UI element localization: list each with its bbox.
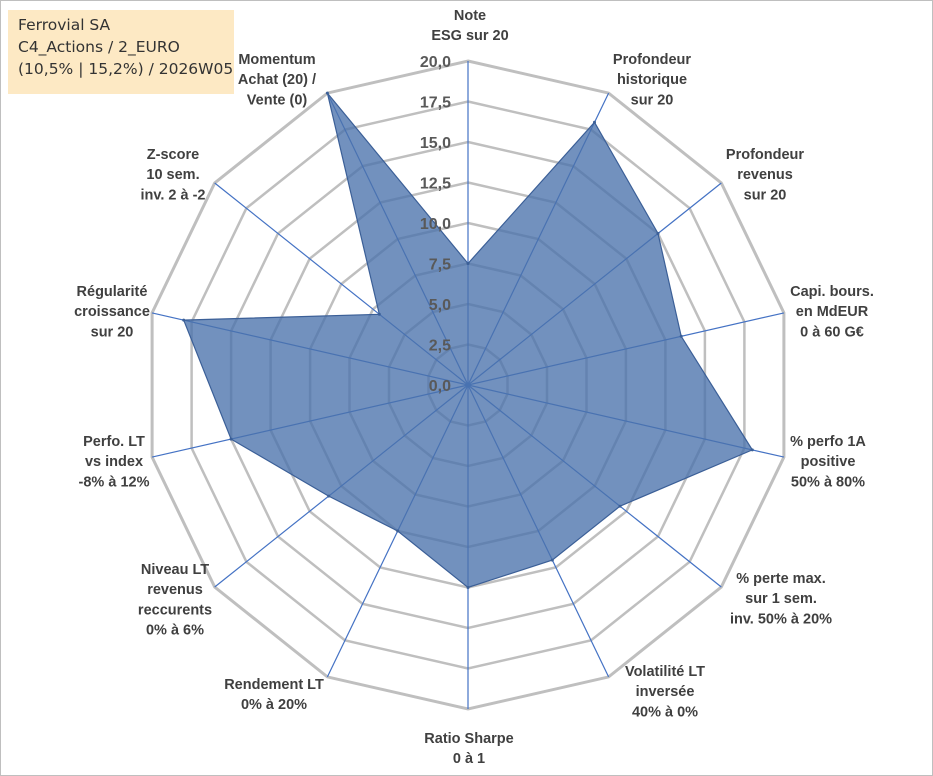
tick-label-1: 2,5 [429,338,451,355]
data-point-1 [593,120,596,124]
axis-label-line: Ratio Sharpe [424,731,513,747]
axis-label-line: historique [617,72,687,88]
axis-label-line: positive [801,454,856,470]
data-point-3 [679,334,683,338]
company-name: Ferrovial SA [18,16,111,34]
data-point-9 [327,494,331,498]
axis-label-line: Achat (20) / [238,72,316,88]
axis-label-line: 0 à 1 [453,751,485,767]
axis-label-line: croissance [74,304,150,320]
axis-label-line: sur 20 [744,187,787,203]
axis-label-line: Z-score [147,147,199,163]
axis-label-8: Rendement LT 0% à 20% [224,677,324,713]
tick-label-2: 5,0 [429,297,451,314]
axis-label-line: Volatilité LT [625,664,705,680]
axis-label-line: 0 à 60 G€ [800,324,864,340]
tick-label-8: 20,0 [420,54,451,71]
data-point-6 [550,558,554,562]
axis-label-3: Capi. bours. en MdEUR 0 à 60 G€ [790,284,874,340]
radial-tick-labels: 0,0 2,5 5,0 7,5 10,0 12,5 15,0 17,5 20,0 [420,54,451,395]
axis-label-line: en MdEUR [796,304,869,320]
axis-label-5: % perte max. sur 1 sem. inv. 50% à 20% [730,571,832,627]
axis-label-line: 50% à 80% [791,474,865,490]
tick-label-3: 7,5 [429,257,451,274]
tick-label-0: 0,0 [429,378,451,395]
tick-label-6: 15,0 [420,135,451,152]
info-box: Ferrovial SA C4_Actions / 2_EURO (10,5% … [8,10,234,94]
axis-label-line: sur 1 sem. [745,591,817,607]
axis-label-line: reccurents [138,602,212,618]
axis-label-line: Momentum [238,52,315,68]
data-point-7 [466,586,470,589]
axis-label-line: Niveau LT [141,562,209,578]
axis-label-line: -8% à 12% [79,474,150,490]
axis-label-2: Profondeur revenus sur 20 [726,147,804,203]
data-point-5 [618,504,622,508]
axis-label-line: % perfo 1A [790,434,866,450]
axis-label-line: ESG sur 20 [431,28,508,44]
performance-week: (10,5% | 15,2%) / 2026W05 [18,60,234,78]
radar-series [182,91,754,589]
axis-label-line: % perte max. [736,571,825,587]
data-point-2 [656,232,660,235]
data-point-12 [377,312,381,316]
data-point-13 [325,91,329,95]
axis-label-7: Ratio Sharpe 0 à 1 [424,731,513,767]
axis-label-line: inv. 50% à 20% [730,611,832,627]
fund-category: C4_Actions / 2_EURO [18,38,180,56]
data-point-10 [229,437,233,441]
axis-label-line: Régularité [77,284,148,300]
data-point-8 [396,529,400,533]
axis-label-line: Vente (0) [247,92,308,108]
tick-label-7: 17,5 [420,95,451,112]
axis-label-line: Capi. bours. [790,284,874,300]
axis-label-line: Rendement LT [224,677,324,693]
axis-label-line: sur 20 [631,92,674,108]
axis-label-11: Régularité croissance sur 20 [74,284,150,340]
axis-label-12: Z-score 10 sem. inv. 2 à -2 [140,147,205,203]
axis-label-line: 10 sem. [146,167,199,183]
axis-label-line: 0% à 6% [146,623,204,639]
axis-label-4: % perfo 1A positive 50% à 80% [790,434,866,490]
data-point-4 [750,448,754,452]
axis-label-10: Perfo. LT vs index -8% à 12% [79,434,150,490]
axis-label-1: Profondeur historique sur 20 [613,52,691,108]
axis-label-line: Perfo. LT [83,434,145,450]
axis-label-line: inv. 2 à -2 [140,187,205,203]
axis-label-line: sur 20 [91,324,134,340]
axis-label-line: vs index [85,454,143,470]
axis-label-9: Niveau LT revenus reccurents 0% à 6% [138,562,212,639]
axis-label-13: Momentum Achat (20) / Vente (0) [238,52,316,108]
tick-label-4: 10,0 [420,216,451,233]
axis-label-line: Note [454,8,486,24]
axis-label-line: inversée [636,684,695,700]
axis-labels: Note ESG sur 20 Profondeur historique sur 20… [74,8,874,767]
tick-label-5: 12,5 [420,176,451,193]
axis-label-line: revenus [147,582,203,598]
data-point-0 [466,262,470,265]
axis-label-line: Profondeur [726,147,804,163]
axis-label-6: Volatilité LT inversée 40% à 0% [625,664,705,720]
axis-label-line: 40% à 0% [632,704,698,720]
axis-label-line: 0% à 20% [241,697,307,713]
axis-label-line: revenus [737,167,793,183]
data-point-11 [182,318,186,322]
axis-label-line: Profondeur [613,52,691,68]
axis-label-0: Note ESG sur 20 [431,8,508,44]
